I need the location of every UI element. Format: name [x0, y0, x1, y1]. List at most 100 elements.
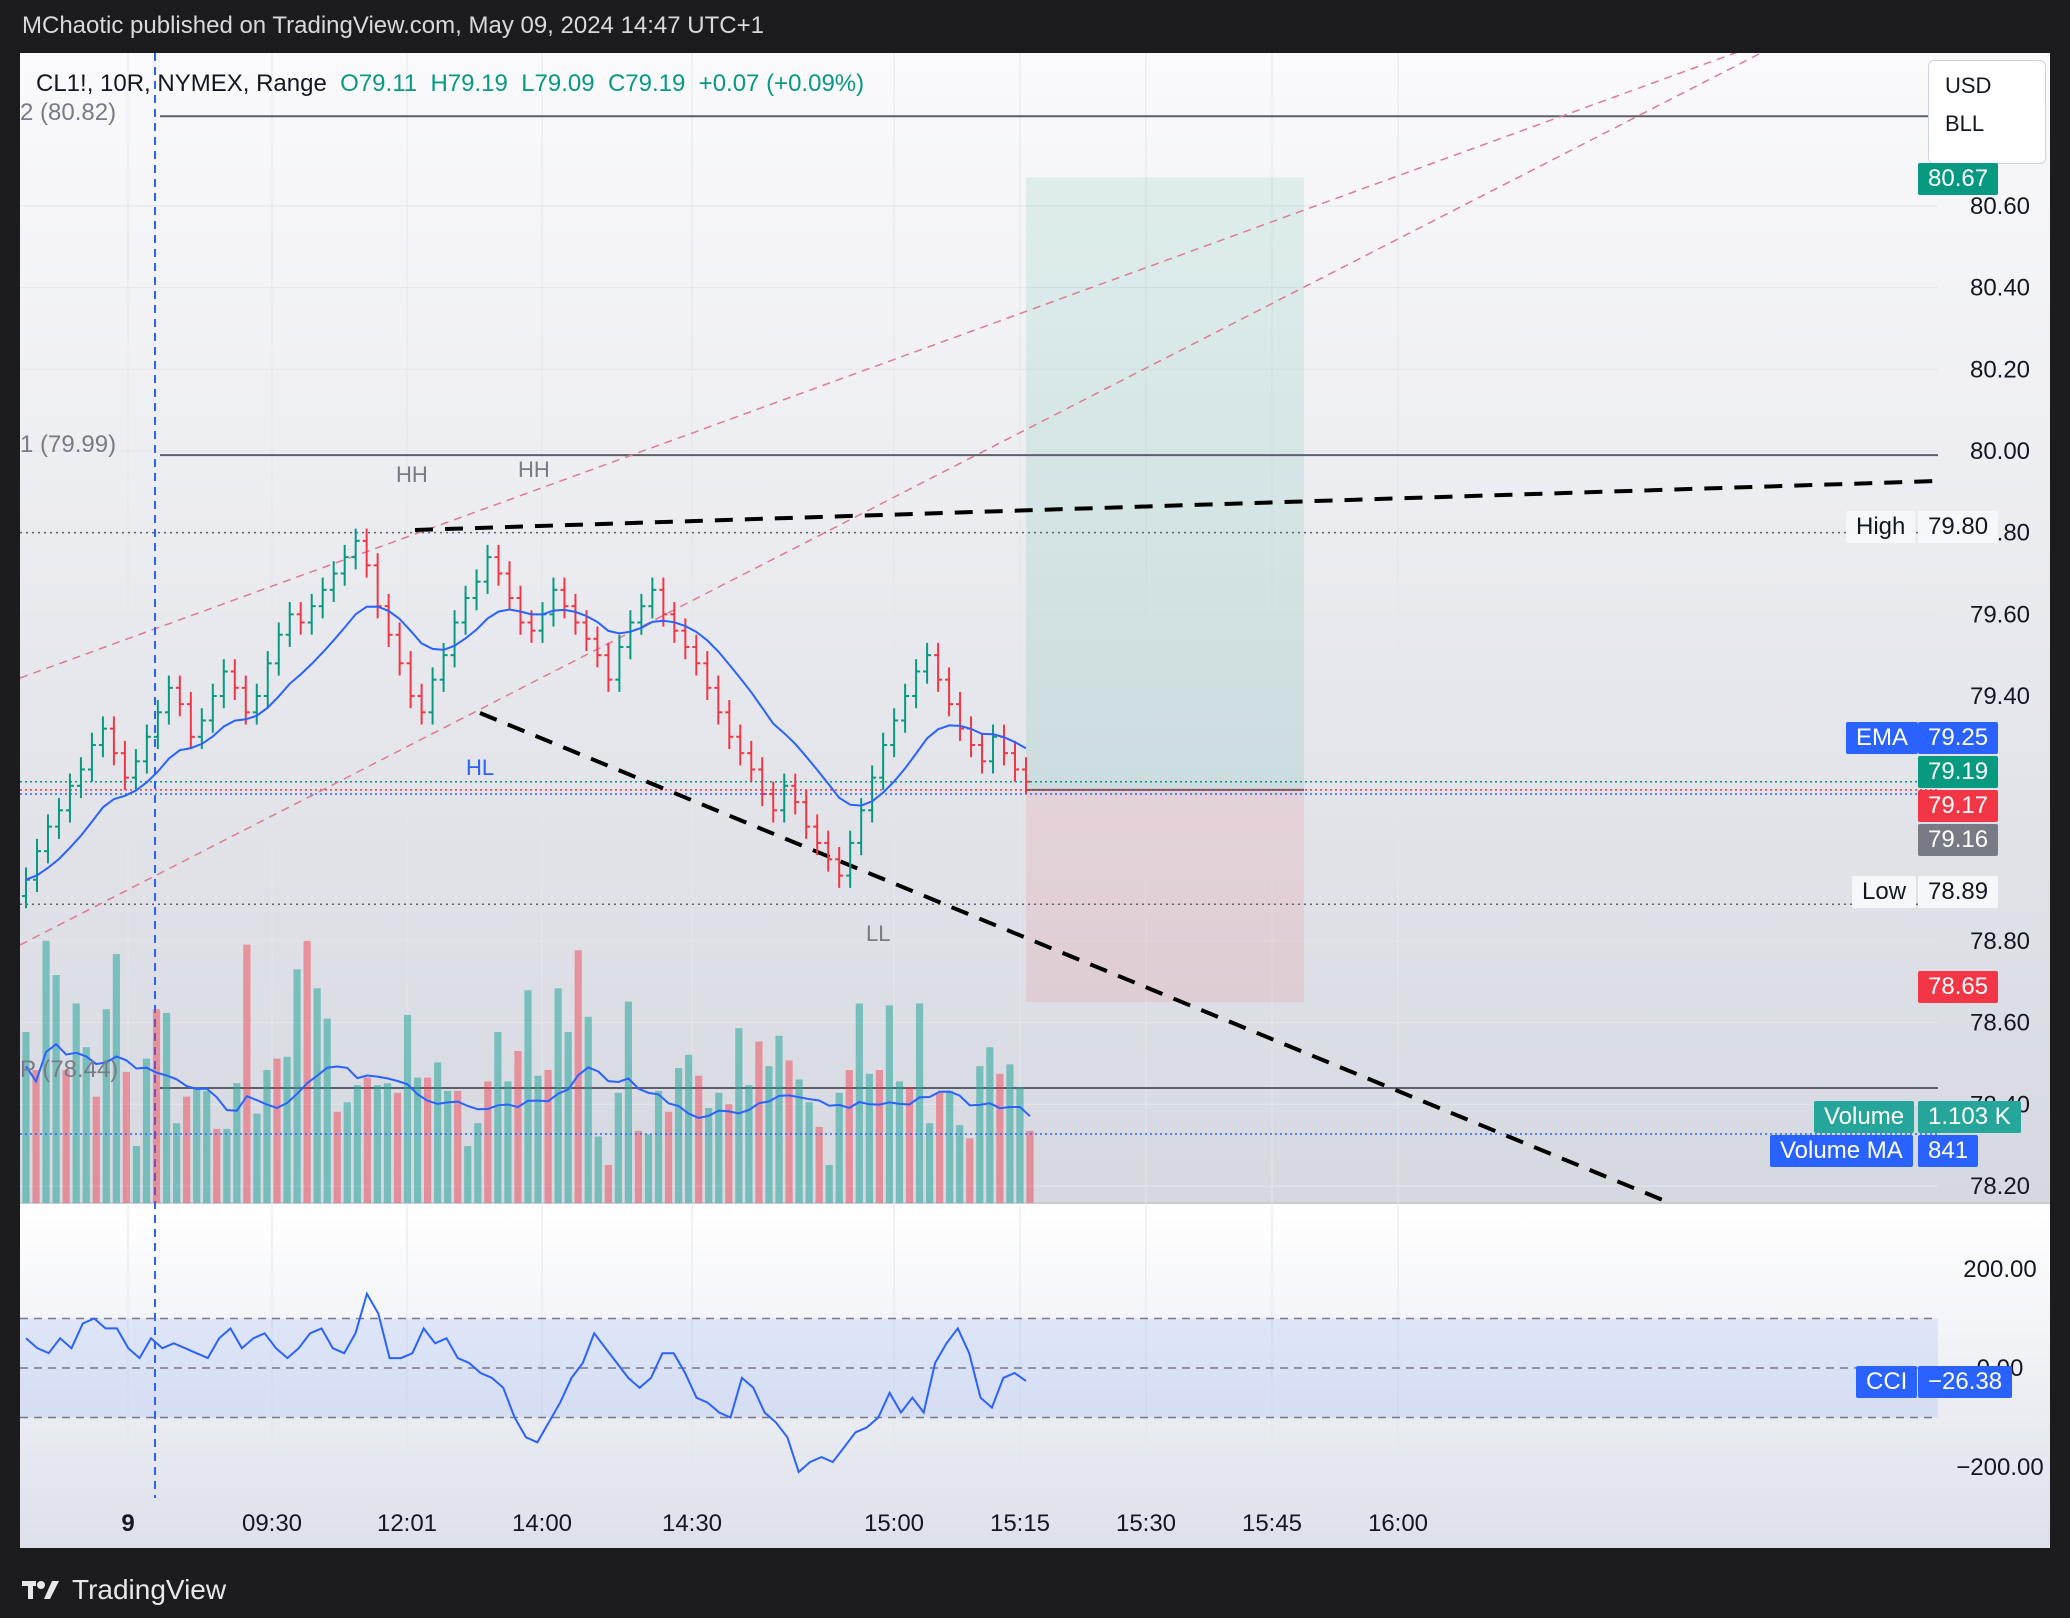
cci-tick-label: −200.00 [1956, 1454, 2043, 1481]
volume-bar [82, 1047, 90, 1203]
volume-bar [193, 1087, 201, 1203]
grid-lines [20, 53, 1938, 1498]
chart-area[interactable]: 2 (80.82) 1 (79.99) P (78.44) HH HH HL L… [20, 53, 2050, 1548]
time-tick-label: 14:00 [512, 1510, 572, 1537]
ema-line [25, 605, 1027, 881]
cci-value-tag: −26.38 [1918, 1366, 2013, 1398]
volume-bar [444, 1090, 452, 1203]
volume-bar [775, 1035, 783, 1203]
volume-bar [956, 1125, 964, 1203]
volume-bar [865, 1073, 873, 1203]
volume-bar [283, 1056, 291, 1203]
volume-bar [936, 1092, 944, 1203]
ema-text-tag: EMA [1846, 722, 1919, 754]
volume-bar [323, 1018, 331, 1203]
price-tick-label: 78.20 [1970, 1173, 2030, 1200]
volume-bar [946, 1090, 954, 1203]
volume-text-tag: Volume [1814, 1101, 1915, 1133]
gray-price-tag: 79.16 [1918, 824, 1999, 856]
price-tick-label: 78.80 [1970, 928, 2030, 955]
high-value: H79.19 [430, 70, 508, 97]
volume-bar [253, 1113, 261, 1203]
hl-label: HL [466, 755, 494, 780]
volume-bar [785, 1060, 793, 1203]
cci-text-tag: CCI [1856, 1366, 1918, 1398]
stop-zone [1026, 789, 1304, 1003]
volume-bar [996, 1073, 1004, 1203]
price-pane-bg [20, 53, 2050, 1203]
volume-bar [72, 1003, 80, 1203]
volume-bar [494, 1032, 502, 1203]
r2-label: 2 (80.82) [20, 99, 116, 126]
volume-bar [393, 1092, 402, 1203]
low-text-tag: Low [1852, 876, 1917, 908]
change-value: +0.07 (+0.09%) [698, 70, 865, 97]
volume-bar [644, 1134, 653, 1203]
volume-bar [353, 1085, 361, 1203]
volume-bar [524, 990, 532, 1203]
price-axis[interactable]: 80.6080.4080.2080.0079.8079.6079.4078.80… [1956, 193, 2043, 1481]
volume-bar [926, 1123, 934, 1203]
cci-pane-bg [20, 1203, 2050, 1548]
volume-bar [383, 1083, 392, 1203]
volume-bar [705, 1108, 713, 1203]
volume-bar [152, 1009, 161, 1203]
red-price-tag: 79.17 [1918, 790, 1999, 822]
lower-trend-line [479, 711, 1671, 1205]
volume-bar [303, 940, 311, 1203]
volume-bar [745, 1085, 753, 1203]
volume-bar [986, 1047, 994, 1203]
symbol-legend[interactable]: CL1!, 10R, NYMEX, Range O79.11 H79.19 L7… [36, 70, 864, 98]
volume-ma-line [25, 1042, 1031, 1119]
r1-label: 1 (79.99) [20, 431, 116, 458]
volume-bar [213, 1128, 221, 1203]
volume-bar [112, 954, 120, 1203]
volume-bar [22, 1032, 30, 1203]
volume-ma-text-tag: Volume MA [1770, 1135, 1913, 1167]
drawings [20, 53, 1939, 1498]
stop-price-tag: 78.65 [1918, 971, 1999, 1003]
upper-trend-line [414, 479, 1939, 532]
volume-bar [1006, 1064, 1014, 1203]
volume-bar [333, 1111, 341, 1203]
volume-bar [424, 1077, 432, 1203]
ema-value-tag: 79.25 [1918, 722, 1999, 754]
low-value-tag: 78.89 [1918, 876, 1999, 908]
cci-line [25, 1291, 1027, 1474]
open-value: O79.11 [340, 70, 418, 97]
volume-bar [413, 1077, 422, 1203]
volume-bar [1026, 1130, 1034, 1203]
volume-bar [584, 1016, 592, 1203]
volume-bar [92, 1096, 100, 1203]
volume-bar [725, 1104, 733, 1203]
volume-bar [474, 1123, 482, 1203]
time-tick-label: 12:01 [377, 1510, 437, 1537]
volume-bar [875, 1070, 883, 1203]
high-value-tag: 79.80 [1918, 511, 1999, 543]
time-tick-label: 15:45 [1242, 1510, 1302, 1537]
volume-value-tag: 1.103 K [1918, 1101, 2021, 1133]
target-price-tag: 80.67 [1918, 163, 1999, 195]
volume-bar [32, 1070, 40, 1203]
volume-bar [915, 1003, 924, 1203]
publisher-caption: MChaotic published on TradingView.com, M… [22, 12, 764, 39]
hh-label-2: HH [518, 457, 550, 482]
volume-bar [233, 1083, 241, 1203]
price-tick-label: 79.60 [1970, 601, 2030, 628]
volume-bar [52, 975, 60, 1203]
volume-bars [20, 940, 1938, 1203]
volume-bar [534, 1075, 542, 1203]
volume-bar [905, 1087, 914, 1203]
volume-bar [313, 988, 321, 1203]
time-tick-label: 15:30 [1116, 1510, 1176, 1537]
volume-bar [223, 1128, 231, 1203]
volume-bar [564, 1032, 572, 1203]
volume-bar [62, 1070, 70, 1203]
volume-bar [815, 1127, 823, 1203]
channel-upper-line [20, 53, 1738, 679]
channel-lower-line [20, 53, 1763, 946]
currency-unit-box[interactable]: USD BLL [1928, 60, 2046, 164]
price-bars [22, 528, 1030, 909]
time-axis[interactable]: 9 09:30 12:01 14:00 14:30 15:00 15:15 15:30 15:4… [121, 1510, 1428, 1537]
volume-bar [604, 1165, 612, 1203]
